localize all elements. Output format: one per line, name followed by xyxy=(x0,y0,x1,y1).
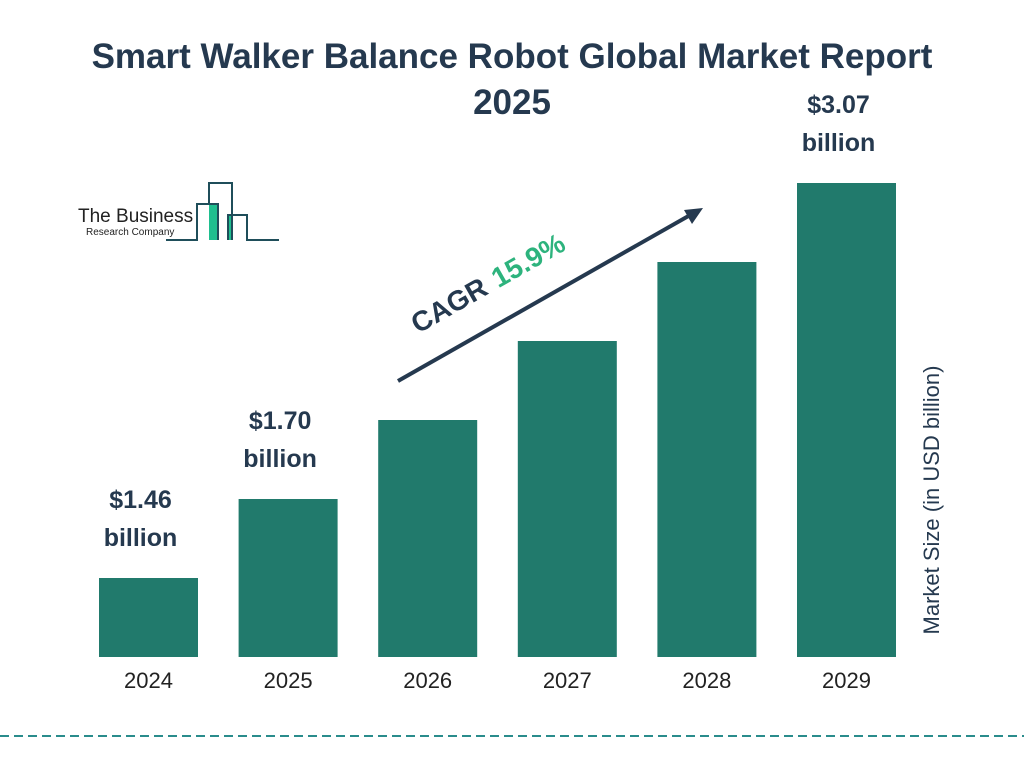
data-label: $1.70 xyxy=(249,407,312,435)
logo-mark xyxy=(166,182,279,241)
data-label: billion xyxy=(802,129,876,157)
y-axis-label: Market Size (in USD billion) xyxy=(919,365,944,635)
x-tick-label: 2024 xyxy=(124,668,173,693)
data-label: $1.46 xyxy=(109,486,172,514)
bar-2025 xyxy=(238,499,338,657)
cagr-label: CAGR15.9% xyxy=(406,227,571,339)
data-label: billion xyxy=(104,524,178,552)
x-tick-label: 2028 xyxy=(682,668,731,693)
x-tick-label: 2029 xyxy=(822,668,871,693)
bar-2026 xyxy=(378,420,478,657)
cagr-arrow xyxy=(397,208,703,383)
logo-text-line1: The Business xyxy=(78,206,194,227)
bar-2027 xyxy=(517,341,617,657)
bar-2029 xyxy=(797,183,896,657)
chart-title: Smart Walker Balance Robot Global Market… xyxy=(91,37,933,122)
bar-2024 xyxy=(99,578,198,657)
x-tick-label: 2025 xyxy=(264,668,313,693)
data-label: $3.07 xyxy=(807,91,870,119)
x-tick-label: 2027 xyxy=(543,668,592,693)
data-label: billion xyxy=(243,445,317,473)
logo-text-line2: Research Company xyxy=(86,227,175,238)
x-tick-label: 2026 xyxy=(403,668,452,693)
bar-2028 xyxy=(657,262,757,657)
